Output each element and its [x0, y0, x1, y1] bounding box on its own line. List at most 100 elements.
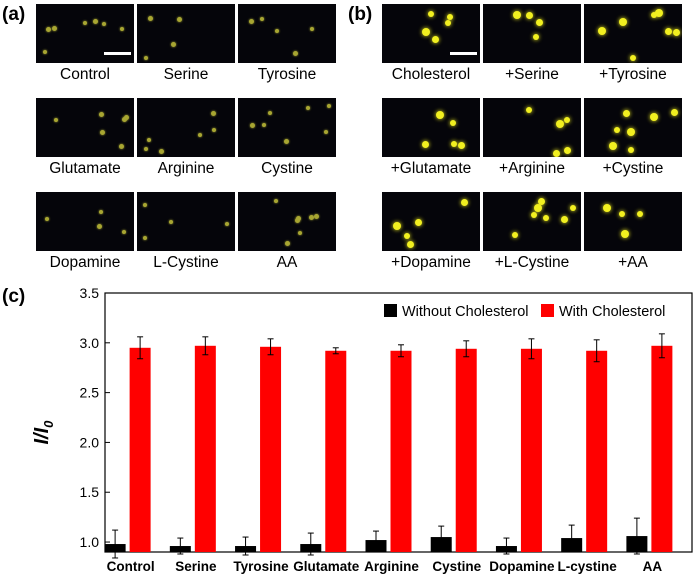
particle-dot [225, 222, 230, 227]
x-tick-label: AA [643, 559, 663, 574]
bar-with-cholesterol [129, 347, 151, 552]
particle-dot [618, 211, 625, 218]
particle-dot [93, 19, 99, 25]
particle-dot [621, 230, 630, 239]
bar-with-cholesterol [520, 348, 542, 552]
particle-dot [428, 10, 435, 17]
particle-dot [534, 204, 543, 213]
fluorescence-image [584, 192, 682, 251]
panel-a-cell: Glutamate [36, 98, 134, 178]
particle-dot [421, 140, 429, 148]
panel-b-cell: +Dopamine [382, 192, 480, 272]
bar-with-cholesterol [455, 348, 477, 552]
fluorescence-image [483, 98, 581, 157]
particle-dot [650, 11, 657, 18]
particle-dot [526, 107, 533, 114]
image-caption: +Arginine [499, 160, 565, 177]
particle-dot [393, 222, 402, 231]
particle-dot [609, 142, 618, 151]
bar-with-cholesterol [586, 350, 608, 552]
x-tick-label: Dopamine [489, 559, 555, 574]
panel-b-cell: +Serine [483, 4, 581, 84]
particle-dot [533, 34, 540, 41]
fluorescence-image [584, 4, 682, 63]
image-caption: Tyrosine [257, 66, 317, 83]
particle-dot [305, 106, 310, 111]
panel-a-cell: Cystine [238, 98, 336, 178]
fluorescence-image [382, 98, 480, 157]
legend-swatch [384, 304, 397, 317]
y-axis-label: I/I0 [31, 420, 56, 445]
panel-a-cell: Tyrosine [238, 4, 336, 84]
x-tick-label: Serine [175, 559, 217, 574]
particle-dot [99, 209, 104, 214]
particle-dot [159, 148, 165, 154]
particle-dot [447, 14, 454, 21]
particle-dot [323, 129, 328, 134]
y-axis-label-subscript: 0 [41, 420, 56, 428]
panel-a-cell: AA [238, 192, 336, 272]
y-tick-label: 2.0 [80, 434, 100, 450]
particle-dot [655, 9, 664, 18]
particle-dot [404, 233, 411, 240]
x-tick-label: Control [107, 559, 155, 574]
particle-dot [445, 19, 452, 26]
particle-dot [531, 211, 538, 218]
particle-dot [622, 109, 630, 117]
bar-with-cholesterol [390, 350, 412, 552]
panel-b-image-grid: Cholesterol +Serine +Tyrosine +Glutamate +Ar… [382, 4, 682, 282]
particle-dot [537, 197, 545, 205]
fluorescence-image [238, 192, 336, 251]
particle-dot [197, 133, 202, 138]
particle-dot [627, 127, 636, 136]
particle-dot [628, 147, 635, 154]
particle-dot [414, 218, 422, 226]
particle-dot [142, 202, 147, 207]
particle-dot [249, 18, 255, 24]
particle-dot [42, 50, 47, 55]
y-tick-label: 3.0 [80, 335, 100, 351]
bar-with-cholesterol [194, 345, 216, 552]
image-caption: +Serine [505, 66, 559, 83]
fluorescence-image [382, 4, 480, 63]
chart-c: 1.0 1.5 2.0 2.5 3.0 3.5 I/I0 Control Serine Tyros… [31, 285, 693, 574]
particle-dot [118, 144, 124, 150]
particle-dot [457, 141, 465, 149]
particle-dot [46, 26, 52, 32]
particle-dot [649, 112, 658, 121]
particle-dot [630, 55, 637, 62]
fluorescence-image [137, 4, 235, 63]
particle-dot [450, 141, 457, 148]
particle-dot [97, 224, 103, 230]
panel-a-label: (a) [2, 4, 26, 25]
particle-dot [144, 55, 149, 60]
particle-dot [618, 18, 627, 27]
particle-dot [148, 16, 154, 22]
particle-dot [144, 147, 149, 152]
image-caption: Glutamate [49, 160, 121, 177]
particle-dot [449, 119, 456, 126]
image-caption: +L-Cystine [494, 254, 570, 271]
fluorescence-image [238, 98, 336, 157]
image-caption: AA [276, 254, 298, 271]
particle-dot [261, 123, 266, 128]
particle-dot [51, 25, 57, 31]
x-tick-label: Arginine [364, 559, 419, 574]
particle-dot [177, 16, 183, 22]
particle-dot [560, 216, 568, 224]
particle-dot [636, 210, 643, 217]
particle-dot [99, 130, 105, 136]
particle-dot [296, 215, 301, 221]
particle-dot [598, 26, 607, 35]
panel-b-label: (b) [348, 4, 373, 25]
image-caption: Arginine [157, 160, 215, 177]
scale-bar [104, 52, 131, 55]
x-tick-label: Cystine [432, 559, 481, 574]
fluorescence-image [584, 98, 682, 157]
particle-dot [298, 231, 303, 236]
particle-dot [613, 127, 620, 134]
x-tick-label: Glutamate [293, 559, 360, 574]
legend-label: Without Cholesterol [402, 304, 529, 320]
y-tick-label: 3.5 [80, 285, 100, 301]
particle-dot [461, 198, 469, 206]
